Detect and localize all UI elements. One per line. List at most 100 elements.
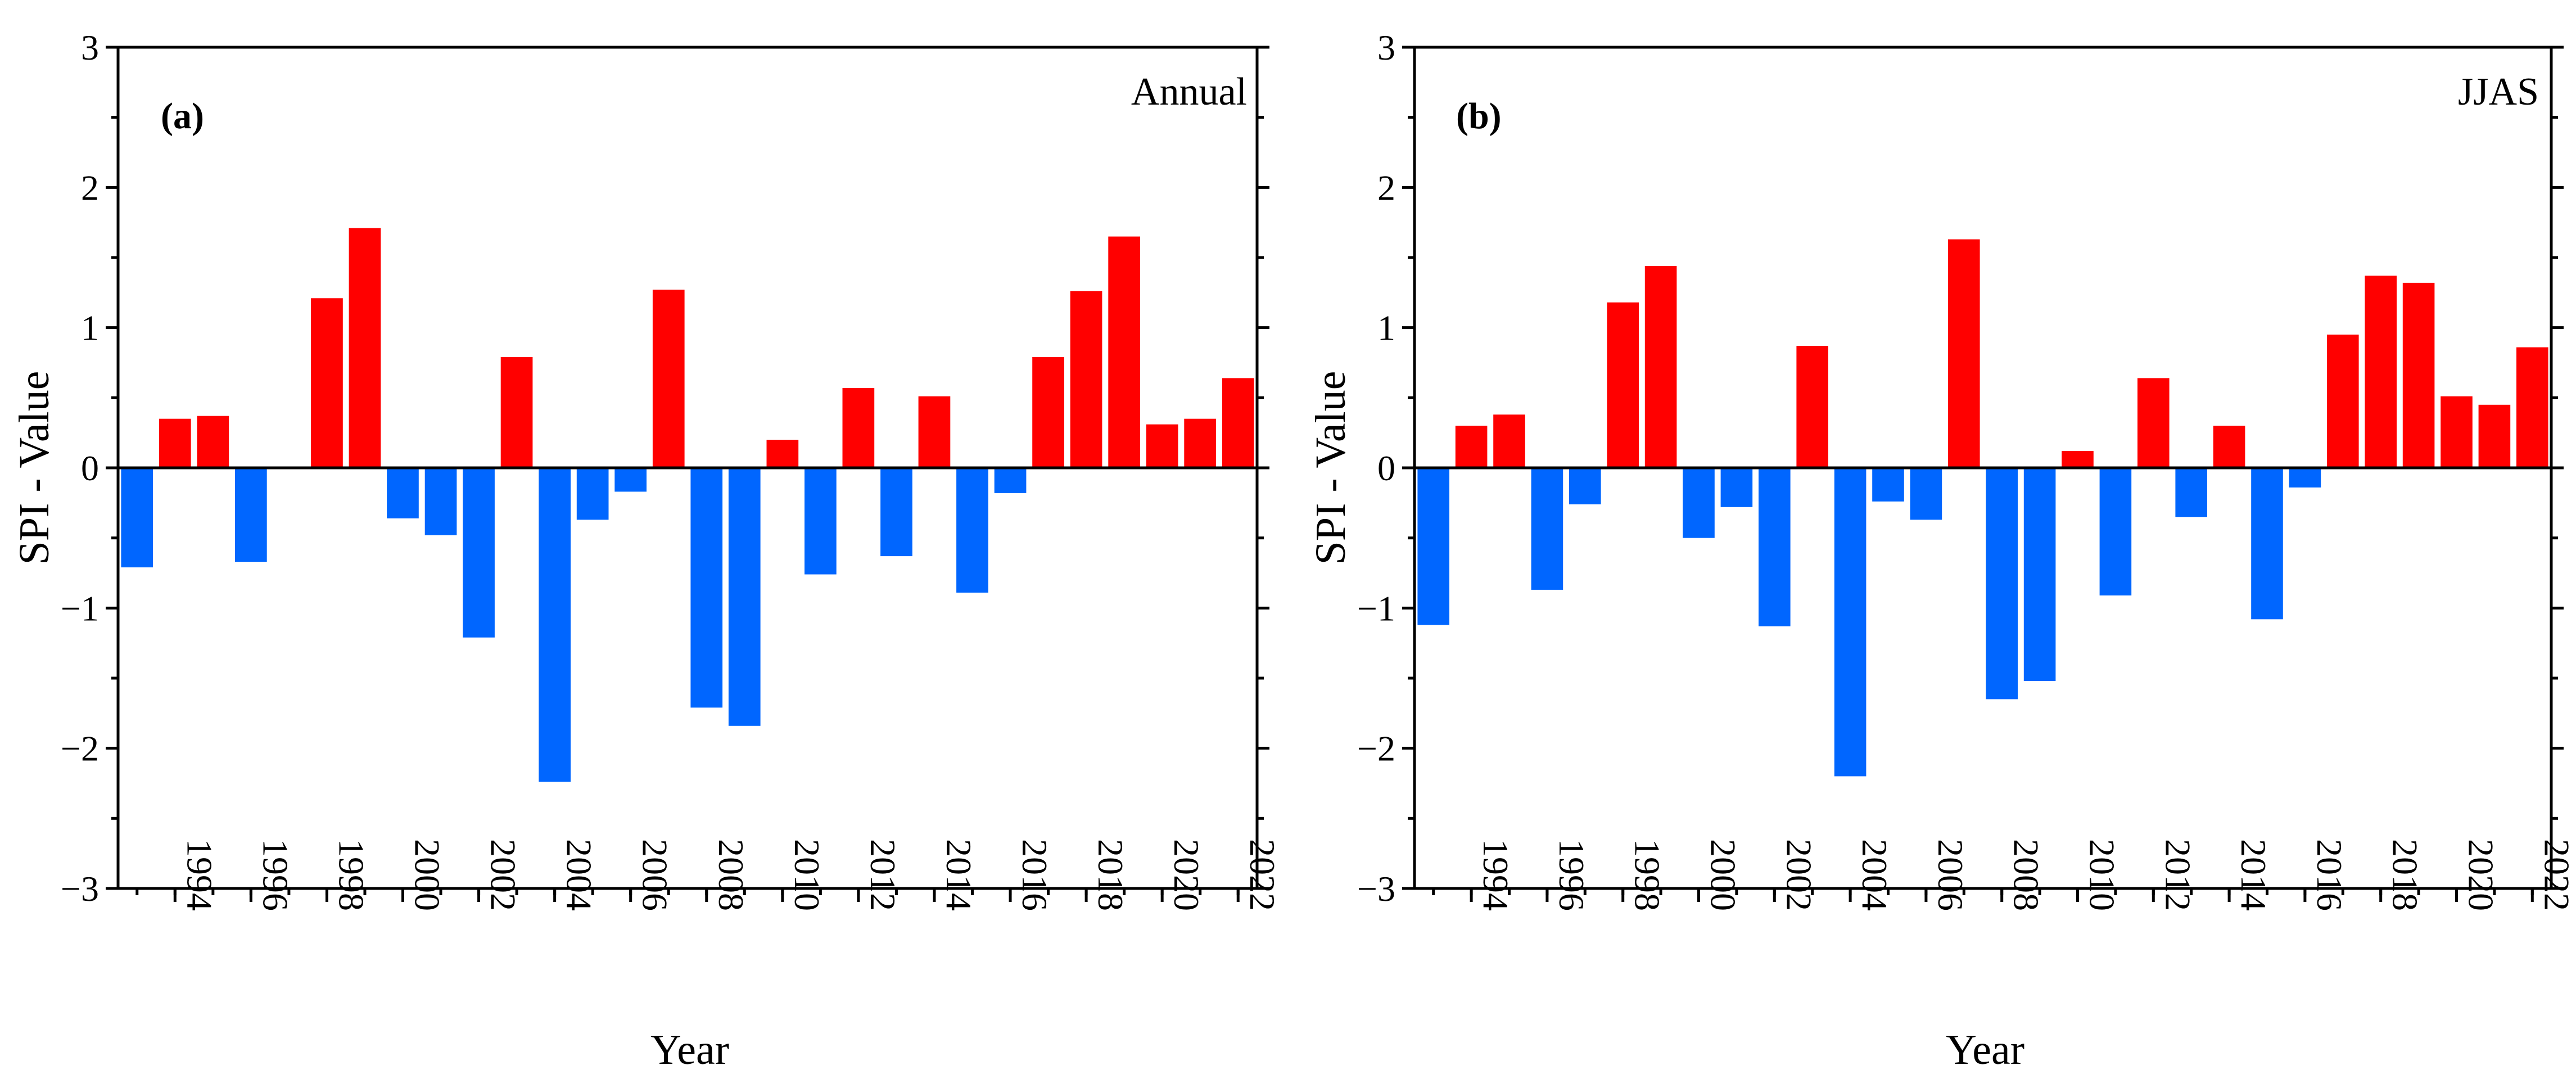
bar-2021 — [2478, 404, 2511, 468]
x-tick-label: 2008 — [711, 839, 751, 911]
x-tick-label: 1998 — [331, 839, 371, 911]
y-tick-label: 3 — [1377, 28, 1395, 67]
bar-1999 — [349, 228, 381, 468]
x-tick-label: 2022 — [2537, 839, 2576, 911]
bar-2015 — [2251, 468, 2283, 620]
bar-1994 — [1455, 426, 1488, 468]
bar-2021 — [1184, 418, 1216, 468]
y-axis-title: SPI - Value — [11, 371, 58, 565]
x-tick-label: 2018 — [2385, 839, 2425, 911]
bar-1997 — [1569, 468, 1601, 504]
y-tick-label: 2 — [1377, 168, 1395, 207]
y-tick-label: −1 — [61, 588, 99, 628]
y-tick-label: 0 — [1377, 448, 1395, 488]
bar-2013 — [880, 468, 912, 557]
x-tick-label: 2010 — [787, 839, 827, 911]
y-tick-label: 2 — [81, 168, 99, 207]
bar-2003 — [1796, 346, 1828, 468]
bar-1999 — [1644, 266, 1677, 468]
bar-2008 — [690, 468, 723, 708]
bar-2005 — [576, 468, 609, 520]
x-tick-label: 1996 — [255, 839, 295, 911]
panel-title: Annual — [1131, 70, 1247, 114]
bar-2022 — [1222, 378, 1254, 468]
bar-2017 — [1032, 357, 1064, 468]
bar-2018 — [2365, 276, 2397, 468]
panel-label: (a) — [161, 96, 204, 137]
x-tick-label: 2008 — [2006, 839, 2046, 911]
x-tick-label: 2004 — [559, 839, 599, 911]
bar-2001 — [1720, 468, 1753, 507]
x-tick-label: 1994 — [1476, 839, 1516, 911]
bar-2000 — [387, 468, 419, 518]
x-tick-label: 2012 — [863, 839, 903, 911]
panel-b-jjas: 3 2 1 0 −1 −2 −3 1994 1996 1998 2000 2002 2004 2006 20… — [1307, 28, 2576, 1073]
bar-2016 — [994, 468, 1027, 493]
x-tick-label: 2016 — [2310, 839, 2349, 911]
x-tick-label: 1994 — [179, 839, 219, 911]
bar-1994 — [159, 418, 191, 468]
bar-2007 — [1948, 239, 1980, 468]
bar-2009 — [2023, 468, 2056, 681]
y-tick-label: −1 — [1357, 588, 1395, 628]
x-tick-label: 2000 — [1703, 839, 1743, 911]
x-tick-label: 2006 — [635, 839, 675, 911]
bar-2010 — [2062, 451, 2094, 468]
x-axis-title: Year — [1946, 1026, 2024, 1073]
bar-2004 — [539, 468, 571, 782]
bar-2014 — [918, 396, 951, 468]
y-axis-title: SPI - Value — [1307, 371, 1354, 565]
bar-2006 — [1910, 468, 1942, 520]
bar-2006 — [614, 468, 647, 492]
y-tick-label: −3 — [1357, 869, 1395, 909]
bar-2001 — [424, 468, 457, 535]
x-tick-label: 2012 — [2158, 839, 2198, 911]
bar-2008 — [1986, 468, 2018, 700]
x-tick-label: 1998 — [1628, 839, 1667, 911]
bar-1998 — [1607, 302, 1639, 468]
x-tick-label: 2020 — [1167, 839, 1206, 911]
bar-2013 — [2175, 468, 2207, 517]
panel-a-annual: 3 2 1 0 −1 −2 −3 1994 1996 1998 2000 2002 2004 2006 20… — [11, 28, 1282, 1073]
bar-2014 — [2213, 426, 2245, 468]
bar-2004 — [1834, 468, 1867, 777]
bar-2012 — [842, 387, 875, 468]
bar-2011 — [2099, 468, 2132, 595]
bar-2012 — [2137, 378, 2170, 468]
bar-1996 — [235, 468, 267, 562]
y-tick-label: 0 — [81, 448, 99, 488]
bar-2003 — [500, 357, 533, 468]
bar-2002 — [1759, 468, 1791, 626]
x-tick-label: 2016 — [1015, 839, 1055, 911]
y-tick-label: −2 — [61, 729, 99, 769]
bar-2000 — [1683, 468, 1715, 538]
bar-1993 — [1417, 468, 1449, 625]
bar-2009 — [728, 468, 761, 726]
panel-title: JJAS — [2458, 70, 2539, 114]
bar-1993 — [121, 468, 153, 567]
x-tick-label: 2020 — [2461, 839, 2501, 911]
x-tick-label: 2002 — [483, 839, 523, 911]
x-axis-title: Year — [650, 1026, 729, 1073]
bar-2010 — [766, 440, 799, 468]
x-tick-label: 2010 — [2082, 839, 2122, 911]
bar-2019 — [1108, 236, 1140, 468]
x-tick-label: 2000 — [408, 839, 448, 911]
bar-2015 — [956, 468, 988, 593]
bar-2020 — [2441, 396, 2473, 468]
y-tick-label: 1 — [1377, 308, 1395, 348]
bar-1995 — [197, 416, 229, 468]
bar-2011 — [805, 468, 837, 575]
x-tick-label: 2002 — [1779, 839, 1819, 911]
y-tick-label: 3 — [81, 28, 99, 67]
bar-2019 — [2402, 282, 2435, 468]
x-tick-label: 1996 — [1552, 839, 1592, 911]
y-tick-label: 1 — [81, 308, 99, 348]
bar-2018 — [1070, 291, 1102, 468]
bar-1995 — [1493, 414, 1525, 468]
x-tick-label: 2004 — [1855, 839, 1895, 911]
bar-1996 — [1531, 468, 1563, 590]
bar-2002 — [463, 468, 495, 638]
x-tick-label: 2014 — [2234, 839, 2274, 911]
